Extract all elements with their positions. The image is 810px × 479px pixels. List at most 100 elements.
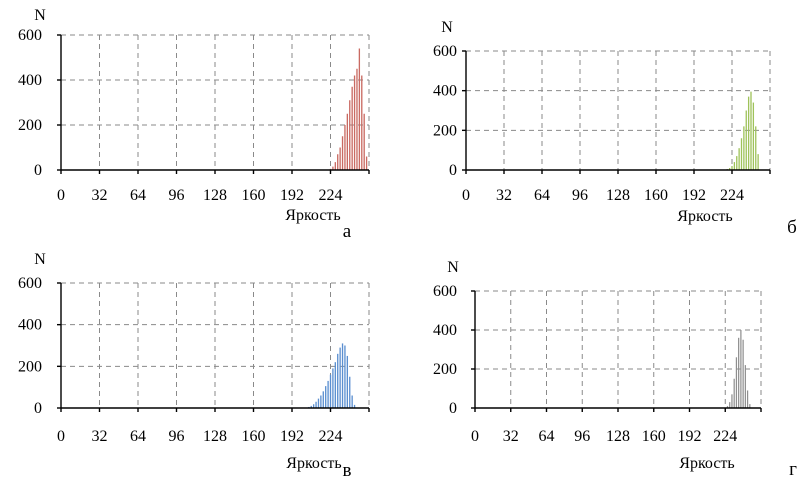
panel-4-x-tick-label: 192 bbox=[678, 428, 702, 445]
panel-4-x-tick-label: 160 bbox=[642, 428, 666, 445]
panel-3-panel-letter: в bbox=[343, 460, 352, 479]
panel-1-bar bbox=[356, 68, 358, 170]
panel-2-x-tick-label: 160 bbox=[644, 187, 668, 204]
panel-2-bar bbox=[747, 96, 750, 170]
panel-1-x-tick-label: 224 bbox=[319, 187, 343, 204]
panel-4-x-tick-label: 0 bbox=[471, 428, 479, 445]
panel-3-bar bbox=[322, 391, 324, 408]
panel-3-bar bbox=[325, 386, 327, 408]
panel-4-bar bbox=[742, 339, 744, 408]
panel-1-bar bbox=[339, 147, 341, 170]
panel-2-bar bbox=[733, 162, 736, 170]
panel-1-bar bbox=[365, 156, 368, 170]
panel-3-x-tick-label: 96 bbox=[169, 428, 185, 445]
panel-3-bar bbox=[334, 362, 336, 408]
panel-3-bar bbox=[353, 404, 356, 408]
panel-4-y-tick-label: 200 bbox=[433, 361, 457, 378]
panel-3-x-axis-label: Яркость bbox=[286, 455, 341, 472]
panel-3-bar bbox=[317, 398, 320, 408]
panel-3-bar bbox=[332, 368, 334, 408]
panel-2-x-tick-label: 192 bbox=[682, 187, 706, 204]
panel-3-bar bbox=[310, 405, 312, 408]
panel-2-bar bbox=[752, 102, 755, 170]
panel-1-y-axis-label: N bbox=[34, 7, 46, 24]
panel-4-bar bbox=[744, 365, 746, 408]
panel-3-x-tick-label: 192 bbox=[280, 428, 304, 445]
panel-3-y-tick-label: 600 bbox=[18, 275, 42, 292]
panel-4-bar bbox=[749, 404, 751, 408]
panel-1-x-tick-label: 32 bbox=[92, 187, 108, 204]
panel-2-bar bbox=[745, 110, 747, 170]
panel-4-x-tick-label: 128 bbox=[606, 428, 630, 445]
panel-2-panel-letter: б bbox=[787, 217, 797, 238]
panel-4-bar bbox=[733, 378, 735, 408]
panel-4-y-axis-label: N bbox=[447, 259, 459, 276]
panel-1-bar bbox=[351, 86, 353, 170]
panel-1-bar bbox=[346, 113, 349, 170]
panel-4-x-tick-label: 96 bbox=[574, 428, 590, 445]
panel-1-bar bbox=[353, 75, 356, 170]
panel-3-bar bbox=[337, 353, 339, 408]
panel-3-bar bbox=[315, 401, 317, 408]
panel-2-bar bbox=[728, 168, 731, 170]
panel-2-x-tick-label: 32 bbox=[496, 187, 512, 204]
panel-1-bar bbox=[334, 162, 336, 170]
panel-3-bar bbox=[339, 347, 341, 408]
panel-2-y-tick-label: 0 bbox=[449, 162, 457, 179]
panel-2-x-axis-label: Яркость bbox=[677, 208, 732, 225]
panel-1-bar bbox=[332, 166, 334, 170]
panel-1-bar bbox=[349, 100, 351, 170]
panel-3-bar bbox=[341, 343, 344, 408]
panel-1-bar bbox=[358, 48, 361, 170]
panel-4-y-tick-label: 600 bbox=[433, 283, 457, 300]
panel-4-bar bbox=[729, 402, 731, 408]
panel-1-x-tick-label: 160 bbox=[242, 187, 266, 204]
panel-4-panel-letter: г bbox=[789, 459, 797, 479]
panel-2-y-tick-label: 600 bbox=[433, 43, 457, 60]
panel-1-bar bbox=[361, 75, 363, 170]
panel-2-bar bbox=[743, 126, 745, 170]
panel-4-y-tick-label: 400 bbox=[433, 322, 457, 339]
panel-1-x-tick-label: 64 bbox=[130, 187, 146, 204]
panel-3-bar bbox=[349, 376, 351, 408]
panel-4-bar bbox=[735, 357, 738, 408]
panel-1-y-tick-label: 200 bbox=[18, 117, 42, 134]
panel-4-bar bbox=[740, 330, 742, 408]
panel-2-x-tick-label: 96 bbox=[572, 187, 588, 204]
panel-4-bar bbox=[731, 394, 733, 408]
panel-4-bar bbox=[746, 390, 749, 408]
panel-1-panel-letter: а bbox=[343, 221, 352, 242]
panel-1-x-tick-label: 128 bbox=[203, 187, 227, 204]
panel-3-bar bbox=[327, 380, 329, 408]
panel-3-bar bbox=[346, 355, 349, 408]
panel-2-y-tick-label: 400 bbox=[433, 83, 457, 100]
panel-3-y-tick-label: 400 bbox=[18, 317, 42, 334]
panel-4-y-tick-label: 0 bbox=[449, 400, 457, 417]
panel-3-x-tick-label: 64 bbox=[130, 428, 146, 445]
panel-1-bar bbox=[341, 136, 344, 170]
panel-1-x-axis-label: Яркость bbox=[285, 207, 340, 224]
panel-4-x-tick-label: 64 bbox=[539, 428, 555, 445]
panel-3-x-tick-label: 224 bbox=[319, 428, 343, 445]
panel-2-x-tick-label: 0 bbox=[462, 187, 470, 204]
panel-2-bar bbox=[750, 91, 752, 170]
panel-2-bar bbox=[736, 156, 738, 170]
panel-4-x-axis-label: Яркость bbox=[679, 455, 734, 472]
panel-1-x-tick-label: 96 bbox=[169, 187, 185, 204]
panel-3-bar bbox=[351, 395, 353, 408]
panel-1-y-tick-label: 600 bbox=[18, 27, 42, 44]
panel-3-bar bbox=[320, 395, 322, 408]
panel-2-x-tick-label: 224 bbox=[720, 187, 744, 204]
panel-1-x-tick-label: 192 bbox=[280, 187, 304, 204]
panel-4-x-tick-label: 224 bbox=[713, 428, 737, 445]
panel-2-bar bbox=[757, 154, 759, 170]
panel-2-bar bbox=[731, 166, 733, 170]
panel-3-bar bbox=[312, 404, 315, 408]
panel-3-bar bbox=[329, 374, 332, 408]
panel-3-y-tick-label: 0 bbox=[34, 400, 42, 417]
panel-3-bar bbox=[344, 345, 346, 408]
panel-3-x-tick-label: 32 bbox=[92, 428, 108, 445]
panel-3-x-tick-label: 0 bbox=[57, 428, 65, 445]
panel-2-bar bbox=[738, 148, 740, 170]
